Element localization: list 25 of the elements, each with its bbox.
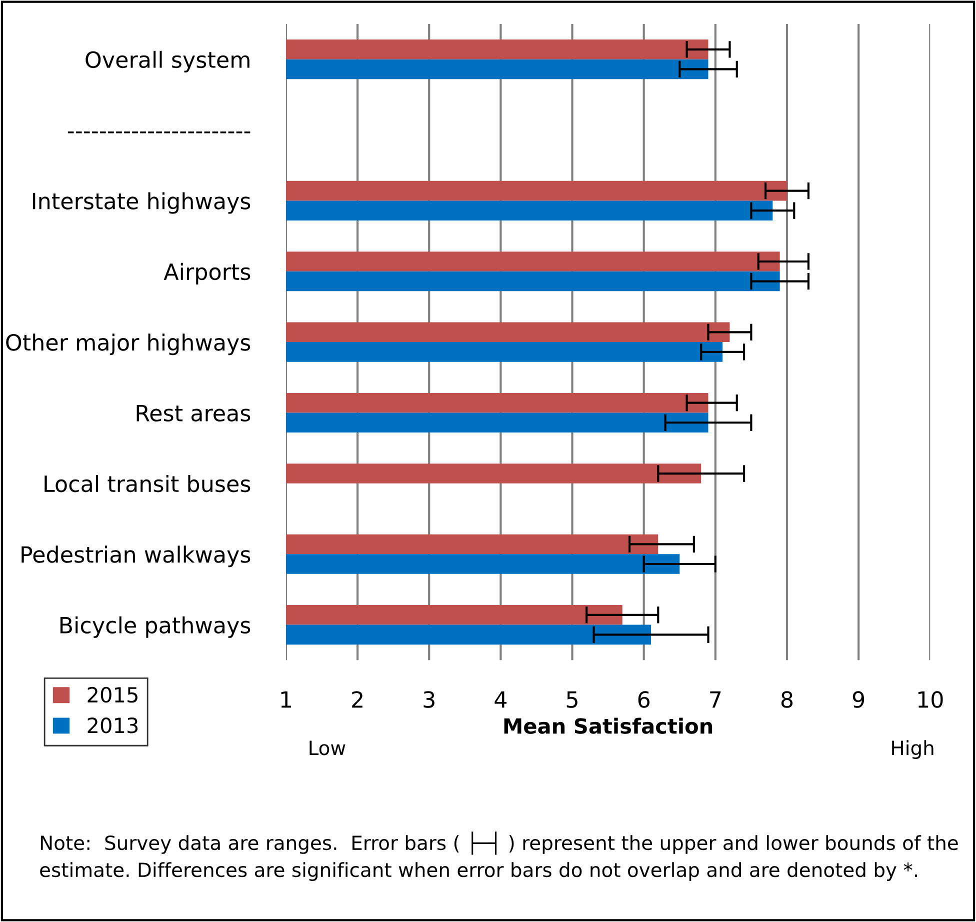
y-tick-label: Interstate highways — [32, 192, 250, 214]
text: Low — [310, 740, 346, 756]
x-tick-label: 10 — [918, 691, 943, 708]
x-tick-label: 6 — [638, 691, 650, 708]
y-tick-label: Airports — [164, 262, 250, 284]
x-tick-label: 2 — [352, 691, 362, 708]
y-tick-label: Pedestrian walkways — [22, 546, 250, 568]
y-tick-label: Bicycle pathways — [60, 616, 250, 638]
text: High — [892, 740, 934, 759]
y-tick-label: Other major highways — [6, 334, 250, 356]
x-tick-label: 7 — [710, 691, 721, 708]
x-tick-label: 4 — [494, 691, 507, 708]
legend-label: 2013 — [88, 717, 138, 734]
x-tick-label: 9 — [852, 691, 864, 708]
text: Note: Survey data are ranges. Error bars ( ├─┤ ) represent the upper and lower bounds of the estimate. Differences are significant when error bars do not overlap and are denoted by *. — [40, 832, 958, 881]
x-tick-label: 5 — [566, 691, 578, 708]
x-tick-label: 1 — [281, 691, 291, 708]
y-tick-label: ----------------------- — [68, 131, 250, 134]
y-tick-label: Overall system — [86, 50, 250, 72]
x-axis-title: Mean Satisfaction — [504, 718, 712, 734]
x-tick-label: 8 — [781, 691, 793, 708]
legend-label: 2015 — [88, 686, 138, 703]
y-tick-label: Rest areas — [136, 404, 250, 422]
x-tick-label: 3 — [424, 691, 434, 708]
y-tick-label: Local transit buses — [44, 474, 250, 492]
